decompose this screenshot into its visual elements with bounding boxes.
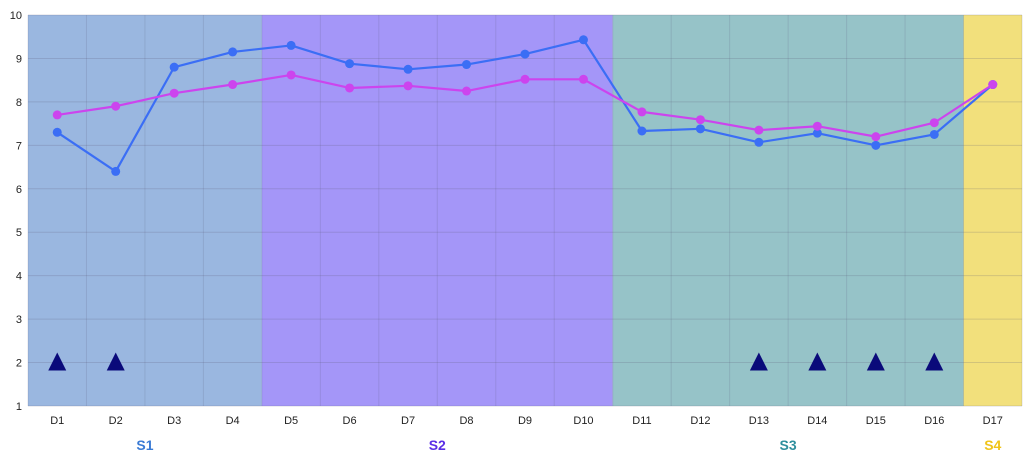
series-2-point <box>228 80 238 90</box>
section-band-1 <box>28 15 262 406</box>
x-tick-label: D13 <box>749 415 769 427</box>
series-2-point <box>520 74 530 84</box>
section-label-s3: S3 <box>780 437 797 453</box>
triangle-marker <box>808 352 827 371</box>
series-2-point <box>286 70 296 80</box>
series-2-point <box>637 107 647 117</box>
series-2-point <box>52 110 62 120</box>
series-lines <box>52 35 998 176</box>
series-1-point <box>637 126 647 136</box>
y-axis: 1 2 3 4 5 6 7 8 9 10 <box>10 10 22 413</box>
x-tick-label: D2 <box>109 415 123 427</box>
triangle-markers <box>48 352 944 371</box>
section-backgrounds <box>28 15 1022 406</box>
series-1-point <box>578 35 588 45</box>
triangle-marker <box>48 352 67 371</box>
series-1-point <box>520 49 530 59</box>
series-1-point <box>403 64 413 74</box>
section-band-4 <box>963 15 1022 406</box>
x-tick-label: D10 <box>573 415 593 427</box>
section-labels: S1 S2 S3 S4 <box>136 437 1001 453</box>
series-2-point <box>462 86 472 96</box>
y-tick-label: 4 <box>16 271 22 283</box>
x-tick-label: D14 <box>807 415 827 427</box>
x-tick-label: D6 <box>343 415 357 427</box>
y-tick-label: 1 <box>16 401 22 413</box>
series-1-point <box>871 140 881 150</box>
y-tick-label: 7 <box>16 140 22 152</box>
y-tick-label: 2 <box>16 358 22 370</box>
triangle-marker <box>749 352 768 371</box>
series-1-point <box>345 59 355 69</box>
series-1-point <box>812 128 822 138</box>
series-2-point <box>871 132 881 142</box>
series-1-point <box>695 124 705 134</box>
x-tick-label: D3 <box>167 415 181 427</box>
section-label-s2: S2 <box>429 437 446 453</box>
series-1-point <box>169 62 179 72</box>
y-tick-label: 3 <box>16 314 22 326</box>
series-1-point <box>111 166 121 176</box>
series-1-point <box>754 137 764 147</box>
x-tick-label: D17 <box>983 415 1003 427</box>
series-1-point <box>52 127 62 137</box>
x-axis: D1 D2 D3 D4 D5 D6 D7 D8 D9 D10 D11 D12 D13 D14 D15 D16 D… <box>50 415 1003 427</box>
y-tick-label: 10 <box>10 10 22 22</box>
x-tick-label: D11 <box>632 415 651 427</box>
series-1-point <box>462 60 472 70</box>
triangle-marker <box>925 352 944 371</box>
series-1-point <box>929 129 939 139</box>
series-2-point <box>578 74 588 84</box>
x-tick-label: D9 <box>518 415 532 427</box>
series-2-point <box>812 121 822 131</box>
x-tick-label: D12 <box>690 415 710 427</box>
series-2-point <box>111 101 121 111</box>
series-1-point <box>286 40 296 50</box>
series-2-point <box>169 88 179 98</box>
series-2-point <box>988 80 998 90</box>
x-tick-label: D7 <box>401 415 415 427</box>
x-tick-label: D4 <box>226 415 240 427</box>
x-tick-label: D1 <box>50 415 64 427</box>
series-2-point <box>754 125 764 135</box>
x-tick-label: D16 <box>924 415 944 427</box>
series-1-point <box>228 47 238 57</box>
y-tick-label: 6 <box>16 184 22 196</box>
x-tick-label: D5 <box>284 415 298 427</box>
series-2-point <box>929 118 939 128</box>
section-band-3 <box>612 15 964 406</box>
section-label-s1: S1 <box>136 437 153 453</box>
y-tick-label: 5 <box>16 227 22 239</box>
x-tick-label: D15 <box>866 415 886 427</box>
series-2-point <box>345 83 355 93</box>
series-2-point <box>403 81 413 91</box>
triangle-marker <box>866 352 885 371</box>
y-tick-label: 8 <box>16 97 22 109</box>
x-tick-label: D8 <box>459 415 473 427</box>
section-label-s4: S4 <box>984 437 1001 453</box>
series-2-point <box>695 115 705 125</box>
triangle-marker <box>106 352 125 371</box>
y-tick-label: 9 <box>16 53 22 65</box>
